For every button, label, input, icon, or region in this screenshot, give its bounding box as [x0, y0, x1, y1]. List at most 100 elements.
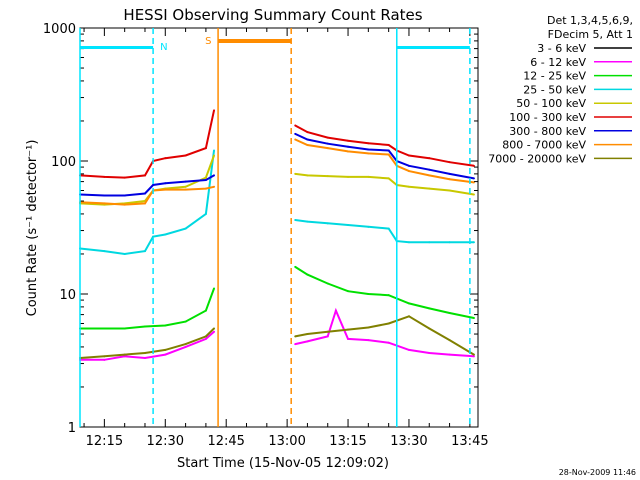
data-point: [472, 353, 475, 356]
data-point: [407, 164, 410, 167]
x-tick-label: 13:15: [329, 434, 366, 449]
data-point: [164, 348, 167, 351]
series-line: [80, 331, 215, 361]
data-point: [407, 185, 410, 188]
x-tick-label: 12:15: [86, 434, 123, 449]
data-point: [326, 175, 329, 178]
plot-frame: [79, 27, 479, 428]
data-point: [472, 317, 475, 320]
data-point: [204, 309, 207, 312]
data-point: [428, 168, 431, 171]
data-point: [294, 265, 297, 268]
data-point: [204, 212, 207, 215]
data-point: [164, 188, 167, 191]
data-point: [213, 327, 216, 330]
y-tick-label: 1: [68, 421, 76, 436]
data-point: [472, 241, 475, 244]
data-point: [387, 322, 390, 325]
data-point: [294, 335, 297, 338]
x-tick-label: 12:45: [207, 434, 244, 449]
legend-label: 7000 - 20000 keV: [488, 152, 586, 165]
data-point: [306, 273, 309, 276]
data-point: [387, 177, 390, 180]
night-flag-label: N: [160, 42, 167, 53]
data-point: [103, 250, 106, 253]
data-point: [472, 193, 475, 196]
data-point: [204, 335, 207, 338]
data-point: [294, 132, 297, 135]
legend-label: 3 - 6 keV: [537, 42, 586, 55]
data-point: [347, 290, 350, 293]
data-point: [428, 352, 431, 355]
data-point: [204, 178, 207, 181]
data-point: [103, 327, 106, 330]
chart-title: HESSI Observing Summary Count Rates: [123, 6, 422, 24]
data-point: [306, 138, 309, 141]
saa-flag-label: S: [205, 36, 211, 47]
data-point: [334, 309, 337, 312]
data-point: [164, 353, 167, 356]
data-point: [448, 189, 451, 192]
data-point: [387, 341, 390, 344]
data-point: [123, 355, 126, 358]
data-point: [367, 152, 370, 155]
data-point: [213, 330, 216, 333]
data-point: [347, 139, 350, 142]
data-point: [184, 227, 187, 230]
data-point: [143, 174, 146, 177]
data-point: [143, 352, 146, 355]
legend: Det 1,3,4,5,6,9, FDecim 5, Att 1 3 - 6 k…: [488, 14, 633, 165]
y-tick-label: 100: [51, 155, 76, 170]
data-point: [326, 335, 329, 338]
data-point: [367, 293, 370, 295]
x-tick-label: 13:30: [390, 434, 427, 449]
y-tick-label: 10: [59, 288, 76, 303]
data-point: [387, 149, 390, 152]
data-point: [152, 235, 155, 238]
data-point: [204, 147, 207, 150]
night-bar: [80, 46, 154, 49]
data-point: [326, 142, 329, 145]
data-point: [367, 142, 370, 145]
data-point: [428, 307, 431, 310]
legend-label: 300 - 800 keV: [509, 125, 586, 138]
data-point: [306, 174, 309, 177]
legend-label: 12 - 25 keV: [523, 70, 586, 83]
legend-label: 25 - 50 keV: [523, 83, 586, 96]
data-point: [306, 131, 309, 134]
data-point: [103, 358, 106, 361]
data-point: [367, 339, 370, 342]
series-line: [294, 124, 475, 167]
legend-label: 100 - 300 keV: [509, 111, 586, 124]
data-point: [164, 324, 167, 327]
data-point: [472, 177, 475, 180]
legend-label: 6 - 12 keV: [530, 56, 586, 69]
data-point: [387, 153, 390, 156]
data-point: [367, 175, 370, 178]
data-point: [213, 109, 216, 112]
data-point: [184, 343, 187, 346]
series-line: [80, 288, 215, 330]
data-point: [448, 353, 451, 356]
data-point: [184, 188, 187, 191]
x-tick-label: 12:30: [147, 434, 184, 449]
data-point: [184, 154, 187, 157]
legend-header-line-2: FDecim 5, Att 1: [548, 28, 633, 41]
data-point: [448, 339, 451, 342]
data-point: [184, 185, 187, 188]
data-point: [306, 333, 309, 336]
series-line: [295, 219, 474, 244]
data-point: [448, 172, 451, 175]
series-line: [79, 327, 215, 359]
data-point: [407, 348, 410, 351]
data-point: [294, 124, 297, 127]
data-point: [407, 315, 410, 318]
data-point: [184, 180, 187, 183]
legend-label: 50 - 100 keV: [516, 97, 586, 110]
data-point: [143, 357, 146, 360]
data-point: [204, 187, 207, 190]
x-tick-label: 13:45: [451, 434, 488, 449]
data-point: [326, 282, 329, 285]
data-point: [164, 182, 167, 185]
